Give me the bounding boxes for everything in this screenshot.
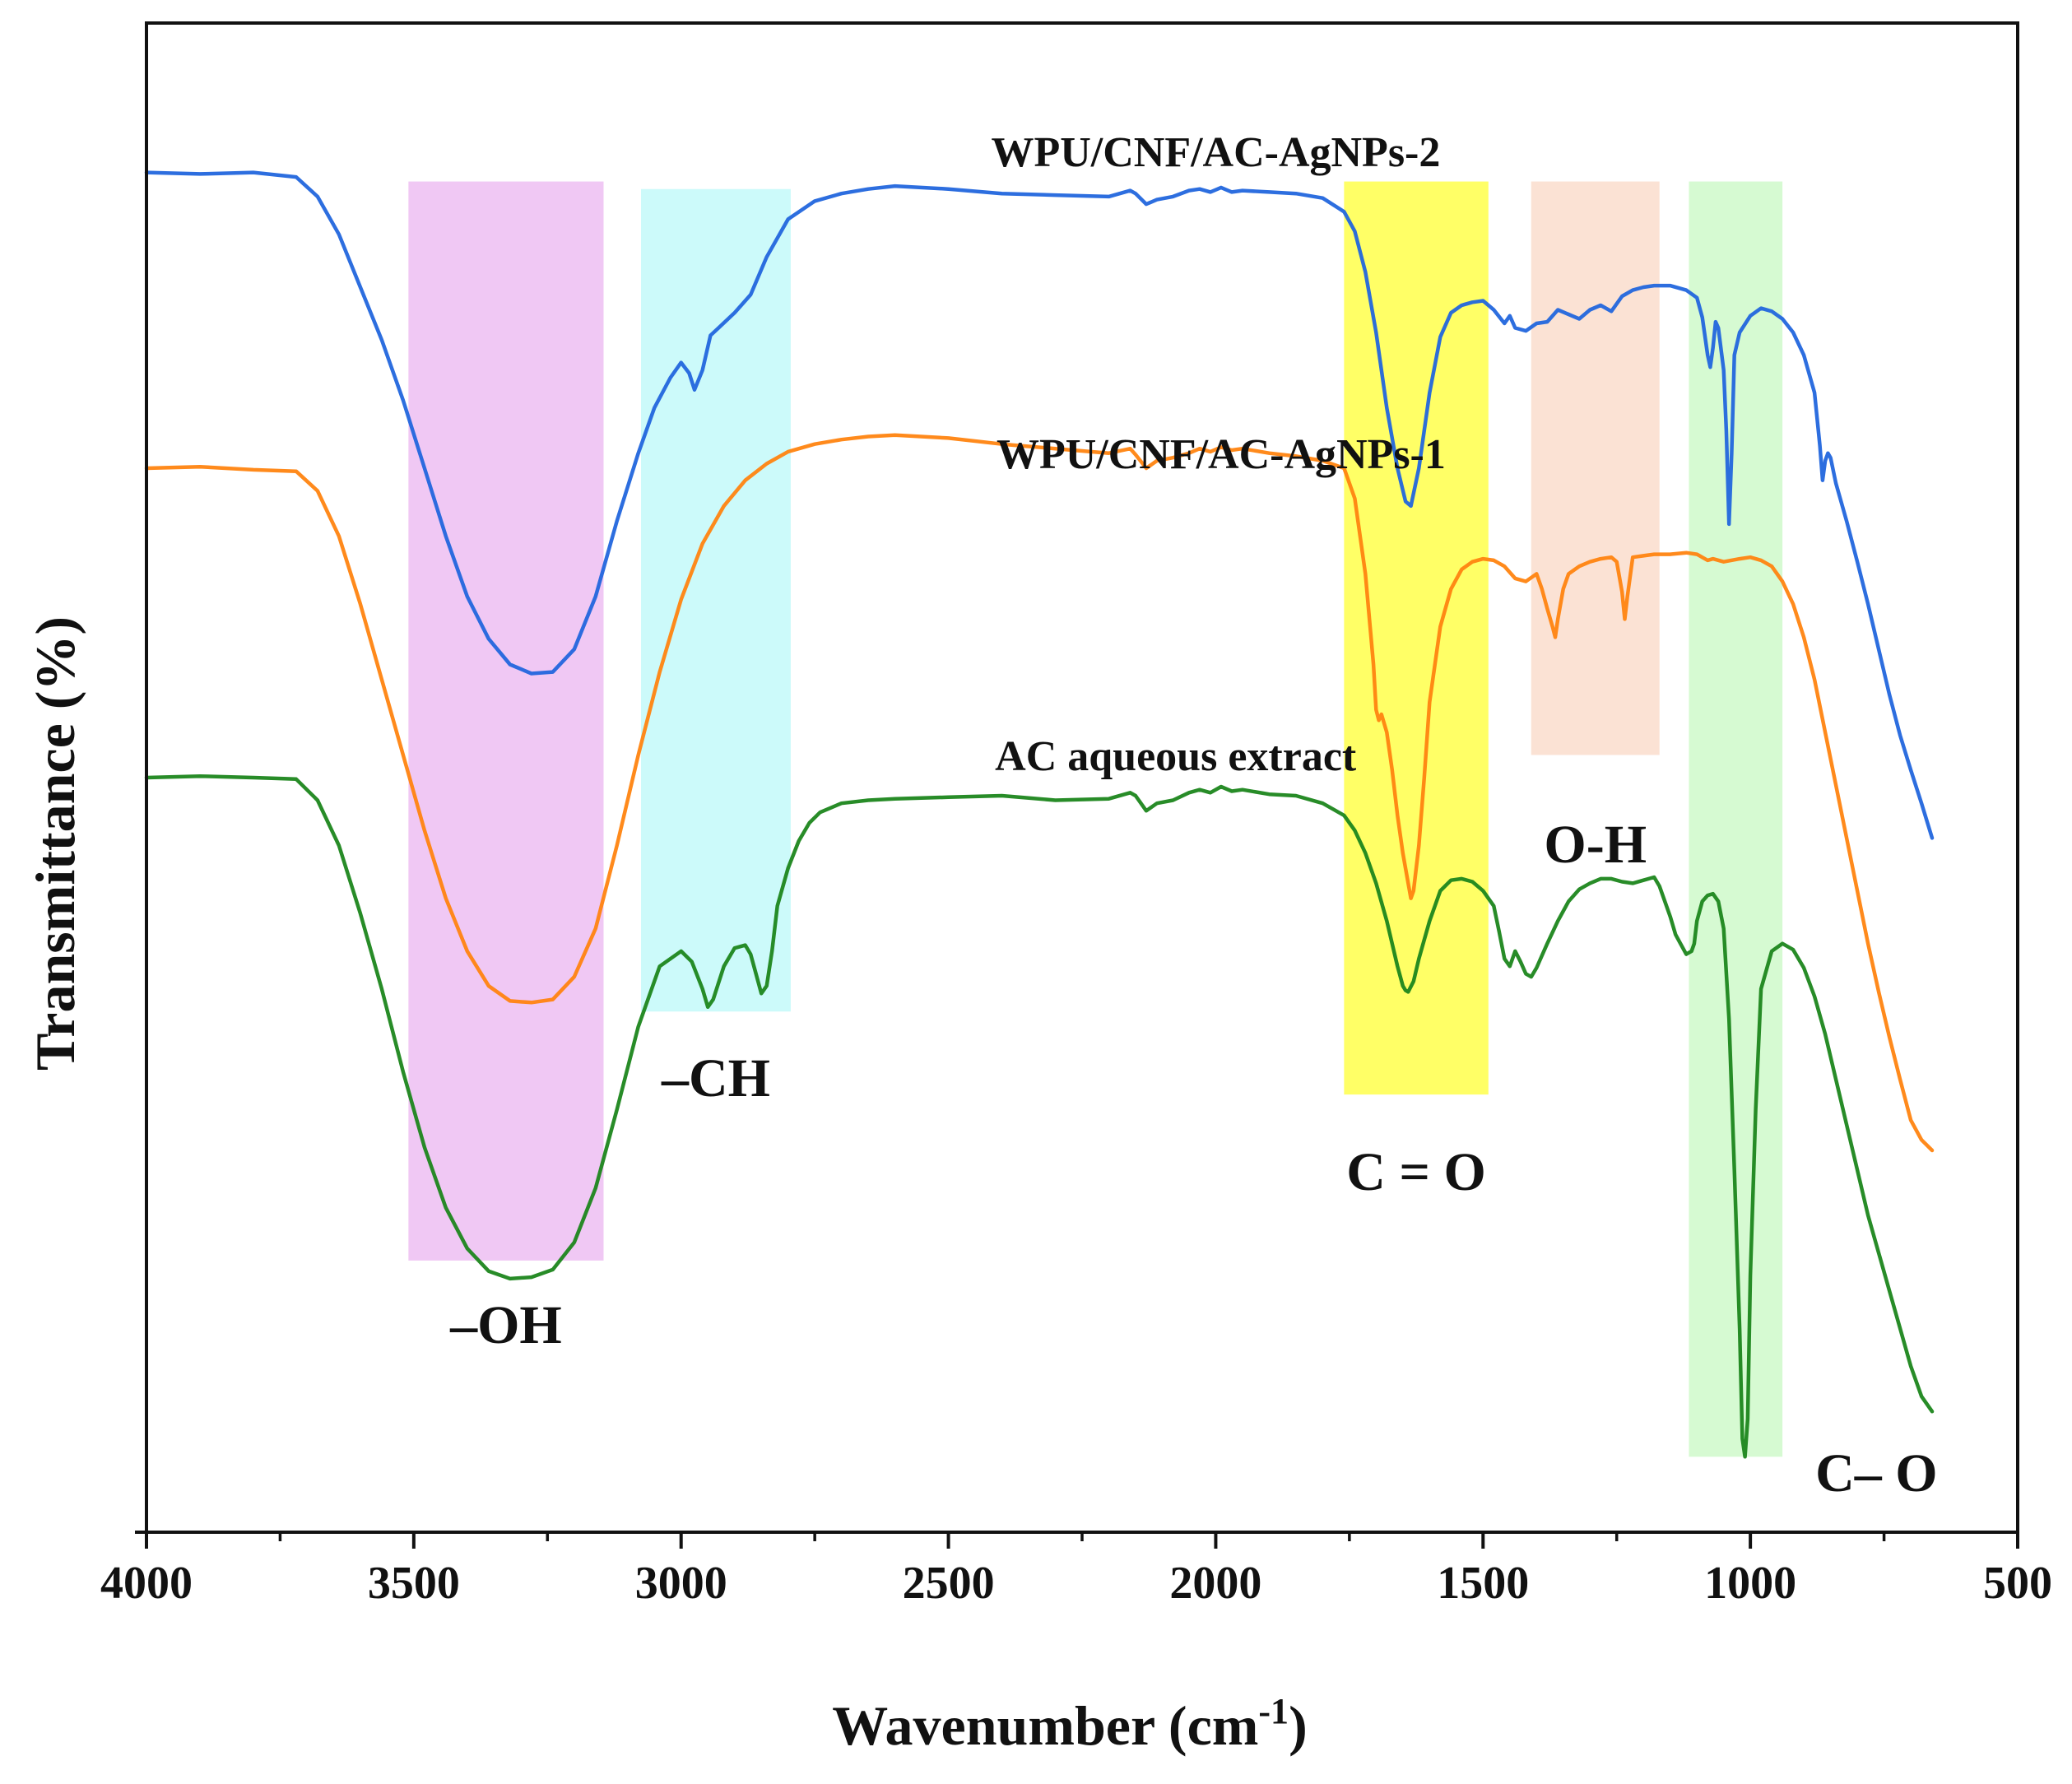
- band-0: [408, 181, 604, 1261]
- band-label-3: O-H: [1544, 815, 1647, 875]
- x-tick-label: 4000: [100, 1558, 193, 1609]
- annotations: –OH –CH C = O O-H C– O WPU/CNF/AC-AgNPs-2 WPU/…: [449, 129, 1938, 1503]
- x-axis-title-close: ): [1289, 1694, 1308, 1757]
- x-tick-label: 2000: [1169, 1558, 1261, 1609]
- band-highlights: [408, 181, 1783, 1457]
- band-label-2: C = O: [1346, 1142, 1486, 1202]
- band-label-1: –CH: [661, 1048, 770, 1108]
- x-tick-label: 3000: [635, 1558, 727, 1609]
- band-3: [1531, 181, 1660, 755]
- series-line-2: [144, 774, 1935, 1459]
- x-axis-title-main: Wavenumber (cm: [832, 1694, 1258, 1757]
- series-line-0: [144, 170, 1935, 840]
- x-axis-title-superscript: -1: [1258, 1691, 1289, 1731]
- x-tick-label: 2500: [903, 1558, 995, 1609]
- x-tick-label: 3500: [368, 1558, 460, 1609]
- series-label-0: WPU/CNF/AC-AgNPs-2: [991, 129, 1440, 176]
- band-label-4: C– O: [1815, 1443, 1938, 1503]
- series-label-1: WPU/CNF/AC-AgNPs-1: [997, 431, 1446, 478]
- x-tick-label: 500: [1983, 1558, 2052, 1609]
- x-axis-title: Wavenumber (cm-1): [832, 1691, 1307, 1757]
- series-label-2: AC aqueous extract: [995, 733, 1357, 780]
- x-tick-label: 1000: [1704, 1558, 1796, 1609]
- x-tick-label: 1500: [1437, 1558, 1529, 1609]
- series-line-1: [144, 433, 1935, 1153]
- band-1: [640, 188, 791, 1012]
- x-axis-ticks: 4000 3500 3000 2500 2000 1500 1000 500: [100, 1531, 2052, 1609]
- band-2: [1344, 181, 1489, 1095]
- series-lines: [144, 170, 1935, 1459]
- band-label-0: –OH: [449, 1295, 562, 1355]
- y-axis-title: Transmittance (%): [24, 616, 86, 1071]
